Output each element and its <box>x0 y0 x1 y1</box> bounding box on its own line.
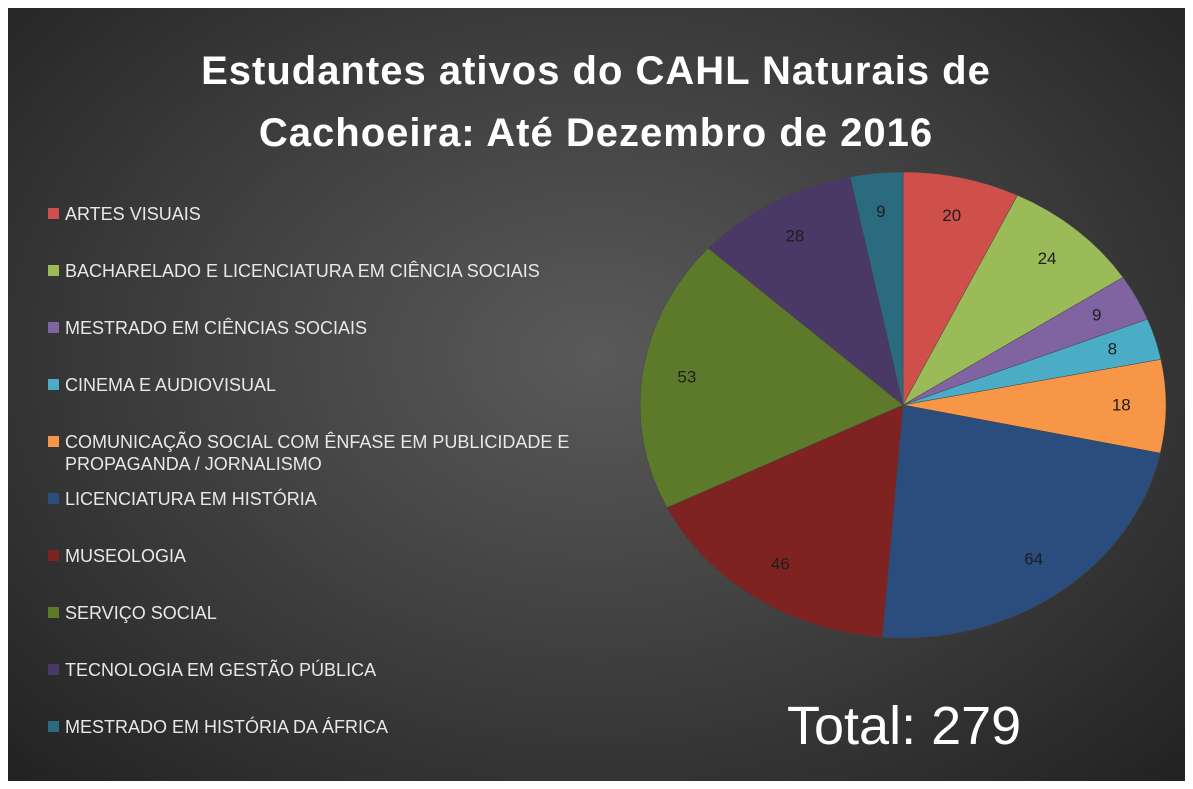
legend-item: ARTES VISUAIS <box>48 203 608 225</box>
data-label: 18 <box>1112 396 1131 415</box>
legend-label: MESTRADO EM CIÊNCIAS SOCIAIS <box>65 318 368 338</box>
legend-label: MUSEOLOGIA <box>65 546 187 566</box>
data-label: 24 <box>1038 249 1057 268</box>
pie-slice <box>666 404 904 638</box>
legend-swatch <box>48 208 59 219</box>
legend-swatch <box>48 436 59 447</box>
chart-title: Estudantes ativos do CAHL Naturais de Ca… <box>201 49 991 155</box>
legend-label: ARTES VISUAIS <box>65 204 201 224</box>
legend-item: MESTRADO EM CIÊNCIAS SOCIAIS <box>48 317 608 339</box>
data-label: 46 <box>771 554 790 573</box>
data-label: 64 <box>1024 549 1043 568</box>
legend-item: SERVIÇO SOCIAL <box>48 602 608 624</box>
legend-label: BACHARELADO E LICENCIATURA EM CIÊNCIA SO… <box>65 261 540 281</box>
legend-item: TECNOLOGIA EM GESTÃO PÚBLICA <box>48 659 608 681</box>
data-label: 9 <box>876 202 885 221</box>
legend-swatch <box>48 664 59 675</box>
data-label: 9 <box>1092 305 1101 324</box>
legend-label: MESTRADO EM HISTÓRIA DA ÁFRICA <box>65 717 389 737</box>
legend-label: COMUNICAÇÃO SOCIAL COM ÊNFASE EM PUBLICI… <box>65 432 570 474</box>
legend-label: LICENCIATURA EM HISTÓRIA <box>65 489 317 509</box>
legend-swatch <box>48 379 59 390</box>
legend-label: SERVIÇO SOCIAL <box>65 603 217 623</box>
legend-label: CINEMA E AUDIOVISUAL <box>65 375 277 395</box>
pie-slice <box>902 171 1018 406</box>
data-label: 20 <box>942 206 961 225</box>
pie-slice <box>849 171 904 406</box>
pie-slice <box>707 176 904 406</box>
legend-item: MUSEOLOGIA <box>48 545 608 567</box>
legend-swatch <box>48 721 59 732</box>
total-annotation: Total: 279 <box>787 696 1022 756</box>
legend-swatch <box>48 550 59 561</box>
data-label: 53 <box>677 367 696 386</box>
data-label: 8 <box>1108 340 1117 359</box>
legend-swatch <box>48 607 59 618</box>
legend-item: CINEMA E AUDIOVISUAL <box>48 374 608 396</box>
legend-item: LICENCIATURA EM HISTÓRIA <box>48 488 608 510</box>
legend-label: TECNOLOGIA EM GESTÃO PÚBLICA <box>65 660 377 680</box>
legend-item: COMUNICAÇÃO SOCIAL COM ÊNFASE EM PUBLICI… <box>48 431 608 475</box>
pie-slice <box>882 404 1161 639</box>
legend-swatch <box>48 322 59 333</box>
legend-swatch <box>48 493 59 504</box>
pie-slice <box>639 247 904 508</box>
legend-item: BACHARELADO E LICENCIATURA EM CIÊNCIA SO… <box>48 260 608 282</box>
legend-item: MESTRADO EM HISTÓRIA DA ÁFRICA <box>48 716 608 738</box>
legend-swatch <box>48 265 59 276</box>
pie-slice <box>902 194 1124 406</box>
data-label: 28 <box>785 226 804 245</box>
